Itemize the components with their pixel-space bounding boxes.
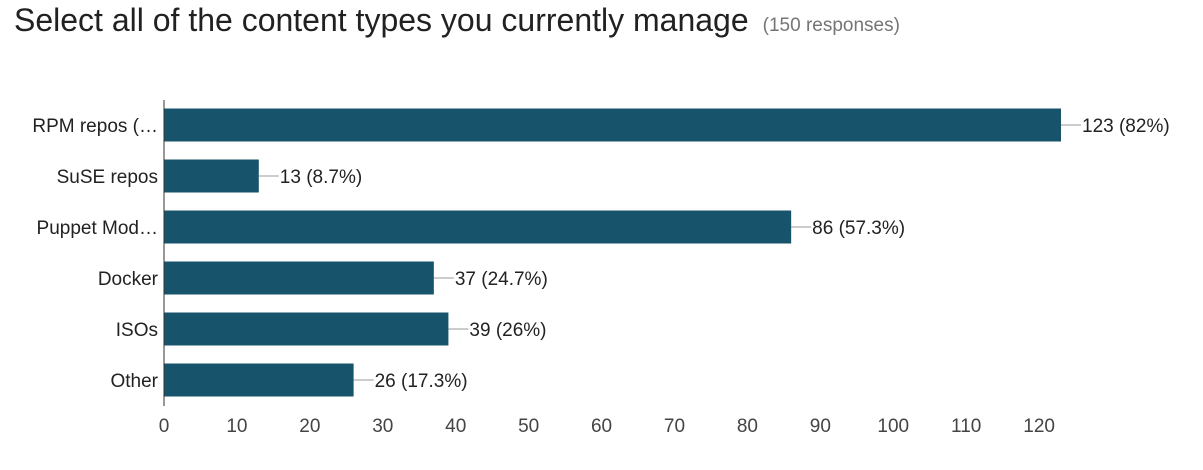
category-label: RPM repos (… <box>32 116 158 137</box>
x-tick-label: 100 <box>877 416 909 437</box>
bar <box>164 363 354 397</box>
response-count: (150 responses) <box>762 15 900 36</box>
x-tick-label: 60 <box>591 416 612 437</box>
chart-title: Select all of the content types you curr… <box>14 2 749 38</box>
data-label: 39 (26%) <box>469 320 546 341</box>
bars-group <box>164 108 1061 397</box>
category-label: ISOs <box>116 320 158 341</box>
bar <box>164 312 449 346</box>
data-label: 13 (8.7%) <box>280 167 362 188</box>
data-label: 37 (24.7%) <box>455 269 548 290</box>
x-axis-ticks-group: 0 10 20 30 40 50 60 70 80 90 100 110 120 <box>159 416 1055 437</box>
x-tick-label: 50 <box>518 416 539 437</box>
x-tick-label: 120 <box>1023 416 1055 437</box>
x-tick-label: 30 <box>372 416 393 437</box>
data-labels-group: 123 (82%) 13 (8.7%) 86 (57.3%) 37 (24.7%) 39… <box>280 116 1170 392</box>
x-tick-label: 40 <box>445 416 466 437</box>
bar <box>164 210 792 244</box>
x-tick-label: 0 <box>159 416 170 437</box>
x-tick-label: 90 <box>810 416 831 437</box>
bar <box>164 261 434 295</box>
leader-lines-group <box>258 124 1081 381</box>
category-label: SuSE repos <box>57 167 158 188</box>
x-tick-label: 10 <box>226 416 247 437</box>
bar <box>164 159 259 193</box>
x-tick-label: 70 <box>664 416 685 437</box>
category-label: Other <box>110 371 158 392</box>
x-tick-label: 110 <box>951 416 981 437</box>
chart-header: Select all of the content types you curr… <box>14 2 900 39</box>
x-tick-label: 20 <box>299 416 320 437</box>
category-label: Puppet Mod… <box>37 218 158 239</box>
data-label: 123 (82%) <box>1082 116 1170 137</box>
bar <box>164 108 1061 142</box>
x-tick-label: 80 <box>737 416 758 437</box>
data-label: 26 (17.3%) <box>375 371 468 392</box>
category-labels-group: RPM repos (… SuSE repos Puppet Mod… Docker I… <box>32 116 158 392</box>
data-label: 86 (57.3%) <box>812 218 905 239</box>
category-label: Docker <box>98 269 159 290</box>
